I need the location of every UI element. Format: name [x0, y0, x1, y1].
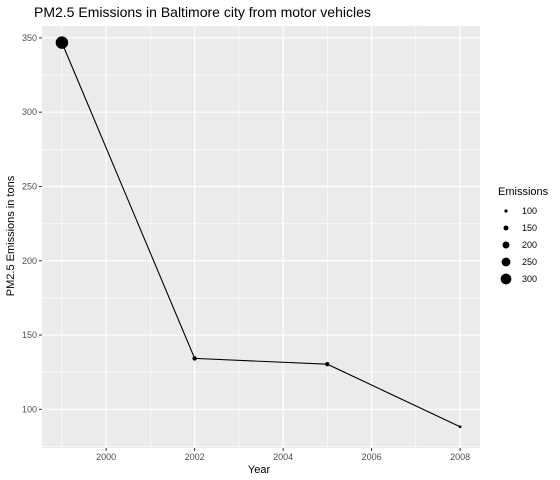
data-point	[192, 356, 197, 361]
legend-label: 200	[522, 240, 537, 250]
data-point	[458, 425, 462, 429]
legend-key	[500, 273, 512, 285]
y-tick-label: 250	[22, 181, 37, 191]
data-point	[55, 36, 69, 49]
chart-title: PM2.5 Emissions in Baltimore city from m…	[34, 4, 371, 20]
y-tick-label: 100	[22, 404, 37, 414]
x-tick-label: 2000	[96, 452, 116, 462]
x-axis-title: Year	[248, 464, 271, 476]
legend-key	[504, 209, 508, 213]
y-axis: 100 150 200 250 300 350	[22, 33, 42, 414]
legend-key	[502, 241, 510, 249]
y-tick-label: 200	[22, 256, 37, 266]
series-line	[61, 42, 461, 428]
size-legend: Emissions 100 150 200 250 300	[498, 186, 549, 285]
x-tick-label: 2006	[362, 452, 382, 462]
y-tick-label: 350	[22, 33, 37, 43]
legend-key	[501, 257, 511, 267]
grid-minor	[42, 26, 480, 448]
legend-label: 300	[522, 274, 537, 284]
plot-panel	[42, 26, 480, 448]
legend-title: Emissions	[498, 186, 549, 198]
legend-label: 150	[522, 223, 537, 233]
legend-label: 100	[522, 206, 537, 216]
x-axis: 2000 2002 2004 2006 2008	[96, 448, 470, 462]
series-layer	[55, 36, 462, 429]
y-tick-label: 300	[22, 107, 37, 117]
y-tick-label: 150	[22, 330, 37, 340]
x-tick-label: 2004	[273, 452, 293, 462]
legend-label: 250	[522, 257, 537, 267]
data-point	[325, 362, 330, 367]
x-tick-label: 2008	[450, 452, 470, 462]
x-tick-label: 2002	[185, 452, 205, 462]
y-axis-title: PM2.5 Emissions in tons	[5, 175, 17, 296]
grid-major	[42, 26, 480, 448]
legend-key	[503, 225, 509, 231]
